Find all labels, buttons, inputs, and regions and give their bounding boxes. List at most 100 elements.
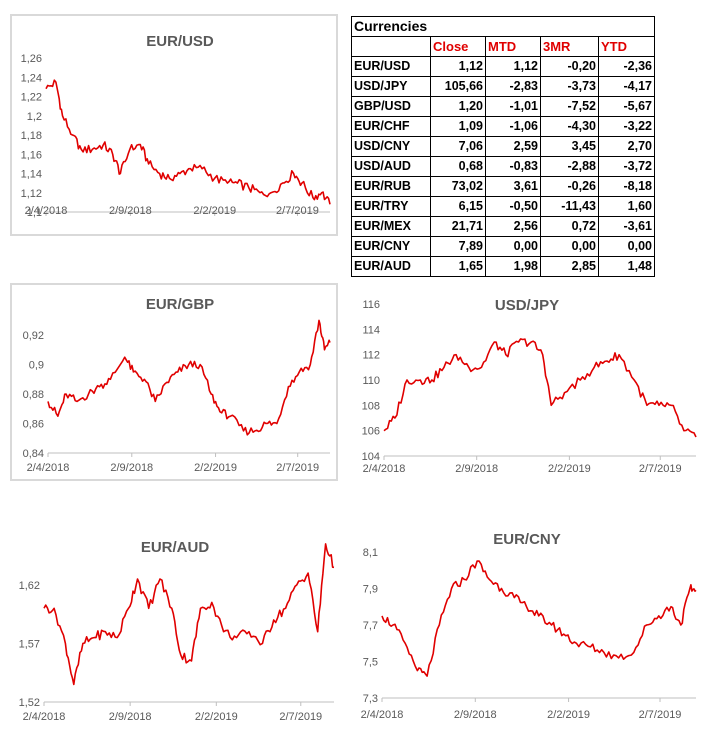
currency-pair-name: GBP/USD [351,96,431,117]
cell-mtd: 1,98 [485,256,541,277]
cell-3mr: -11,43 [540,196,599,217]
table-row: EUR/TRY 6,15 -0,50 -11,43 1,60 [351,196,655,217]
x-tick-label: 2/9/2018 [110,462,153,474]
cell-3mr: 2,85 [540,256,599,277]
cell-3mr: 0,72 [540,216,599,237]
chart-eurgbp: 0,84 0,86 0,88 0,9 0,92 2/4/2018 2/9/2018 2/2/2… [23,296,331,474]
y-tick-label: 1,57 [19,638,40,650]
header-blank [351,36,431,57]
x-tick-label: 2/4/2018 [27,462,70,474]
chart-title: EUR/AUD [141,539,210,556]
y-tick-label: 1,26 [21,53,42,65]
cell-ytd: -3,61 [598,216,655,237]
x-tick-label: 2/2/2019 [193,205,236,217]
y-tick-label: 1,18 [21,130,42,142]
cell-ytd: 1,60 [598,196,655,217]
y-tick-label: 1,12 [21,188,42,200]
x-tick-label: 2/7/2019 [279,711,322,723]
series-line [47,319,331,436]
currency-pair-name: EUR/RUB [351,176,431,197]
table-row: EUR/CNY 7,89 0,00 0,00 0,00 [351,236,655,257]
currency-pair-name: USD/CNY [351,136,431,157]
x-tick-label: 2/2/2019 [547,709,590,721]
y-tick-label: 1,52 [19,697,40,709]
currency-pair-name: EUR/CHF [351,116,431,137]
x-tick-label: 2/2/2019 [548,463,591,475]
header-close: Close [430,36,486,57]
y-tick-label: 1,62 [19,580,40,592]
y-tick-label: 106 [362,426,380,438]
y-tick-label: 0,86 [23,419,44,431]
y-tick-label: 7,5 [363,657,378,669]
cell-close: 7,89 [430,236,486,257]
y-tick-label: 1,16 [21,149,42,161]
y-tick-label: 1,1 [27,207,42,219]
cell-ytd: -3,22 [598,116,655,137]
x-tick-label: 2/7/2019 [276,462,319,474]
chart-euraud: 1,52 1,57 1,62 2/4/2018 2/9/2018 2/2/2019 2/7/… [19,539,335,723]
cell-ytd: -8,18 [598,176,655,197]
chart-eurusd: 1,1 1,12 1,14 1,16 1,18 1,2 1,22 1,24 1,26 2/4/20… [21,33,331,219]
cell-ytd: 1,48 [598,256,655,277]
cell-close: 6,15 [430,196,486,217]
x-tick-label: 2/7/2019 [639,709,682,721]
x-tick-label: 2/4/2018 [23,711,66,723]
cell-mtd: 2,59 [485,136,541,157]
y-tick-label: 7,3 [363,693,378,705]
header-3mr: 3MR [540,36,599,57]
cell-close: 0,68 [430,156,486,177]
x-tick-label: 2/9/2018 [109,205,152,217]
series-line [45,79,331,205]
table-row: EUR/AUD 1,65 1,98 2,85 1,48 [351,256,655,277]
x-tick-label: 2/9/2018 [454,709,497,721]
table-row: USD/AUD 0,68 -0,83 -2,88 -3,72 [351,156,655,177]
y-tick-label: 1,22 [21,92,42,104]
table-row: EUR/MEX 21,71 2,56 0,72 -3,61 [351,216,655,237]
table-row: EUR/RUB 73,02 3,61 -0,26 -8,18 [351,176,655,197]
cell-mtd: 0,00 [485,236,541,257]
cell-ytd: -5,67 [598,96,655,117]
x-tick-label: 2/7/2019 [276,205,319,217]
chart-panel-usdjpy: 104 106 108 110 112 114 116 2/4/2018 2/9/2018 2/2… [352,290,702,480]
table-body: EUR/USD 1,12 1,12 -0,20 -2,36 USD/JPY 105,66 -2… [351,56,655,277]
cell-mtd: -1,01 [485,96,541,117]
chart-title: USD/JPY [495,297,559,314]
currency-pair-name: EUR/USD [351,56,431,77]
cell-3mr: -3,73 [540,76,599,97]
table-title: Currencies [351,16,655,37]
chart-eurcny: 7,3 7,5 7,7 7,9 8,1 2/4/2018 2/9/2018 2/2/2019 2… [361,531,697,721]
currency-pair-name: EUR/CNY [351,236,431,257]
table-header-row: Close MTD 3MR YTD [351,36,655,57]
chart-title: EUR/CNY [493,531,561,548]
y-tick-label: 114 [362,324,380,336]
y-tick-label: 104 [362,451,380,463]
y-tick-label: 116 [362,299,380,311]
cell-close: 1,09 [430,116,486,137]
y-tick-label: 1,14 [21,169,42,181]
x-tick-label: 2/2/2019 [194,462,237,474]
cell-close: 1,65 [430,256,486,277]
chart-title: EUR/USD [146,33,214,50]
y-tick-label: 7,9 [363,584,378,596]
x-tick-label: 2/9/2018 [109,711,152,723]
cell-ytd: 0,00 [598,236,655,257]
cell-3mr: -0,26 [540,176,599,197]
cell-ytd: -2,36 [598,56,655,77]
y-tick-label: 8,1 [363,547,378,559]
chart-panel-eurgbp: 0,84 0,86 0,88 0,9 0,92 2/4/2018 2/9/2018 2/2/2… [10,283,338,481]
currencies-table: Currencies Close MTD 3MR YTD EUR/USD 1,12… [351,16,655,277]
chart-panel-eurusd: 1,1 1,12 1,14 1,16 1,18 1,2 1,22 1,24 1,26 2/4/20… [10,14,338,236]
y-tick-label: 108 [362,400,380,412]
cell-mtd: -1,06 [485,116,541,137]
cell-mtd: 3,61 [485,176,541,197]
header-mtd: MTD [485,36,541,57]
currency-pair-name: USD/AUD [351,156,431,177]
y-tick-label: 0,9 [29,360,44,372]
cell-ytd: -3,72 [598,156,655,177]
x-tick-label: 2/4/2018 [363,463,406,475]
currency-pair-name: EUR/AUD [351,256,431,277]
cell-close: 105,66 [430,76,486,97]
cell-close: 21,71 [430,216,486,237]
currency-pair-name: USD/JPY [351,76,431,97]
chart-panel-euraud: 1,52 1,57 1,62 2/4/2018 2/9/2018 2/2/2019 2/7/… [10,530,340,726]
